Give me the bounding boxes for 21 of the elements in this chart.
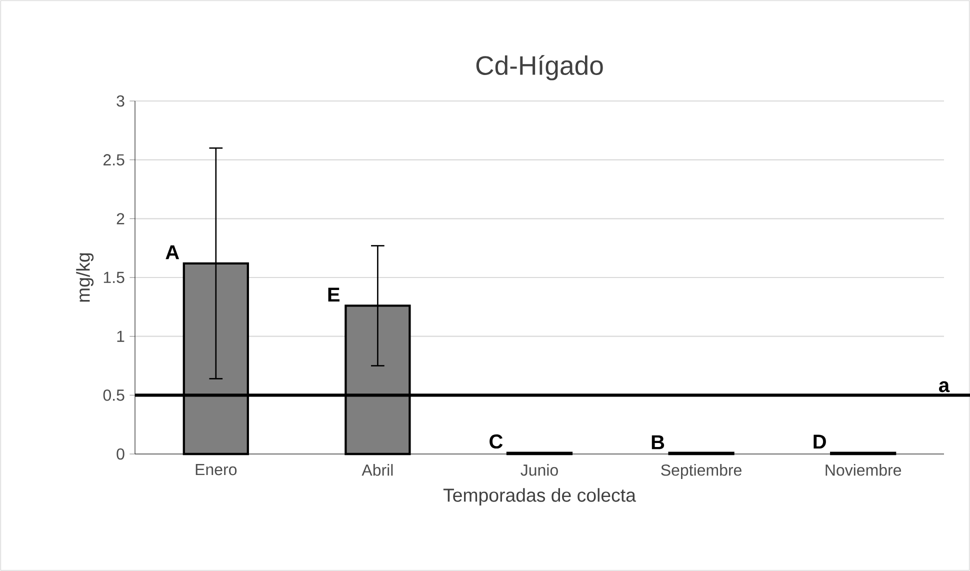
y-tick-label: 0 bbox=[116, 448, 124, 460]
x-axis-title: Temporadas de colecta bbox=[443, 488, 636, 506]
y-axis-title: mg/kg bbox=[76, 253, 94, 302]
x-tick-label: Junio bbox=[520, 464, 558, 476]
annotation: D bbox=[814, 434, 826, 449]
x-tick-label: Abril bbox=[362, 464, 393, 476]
y-tick-label: 1.5 bbox=[104, 272, 124, 284]
y-tick-label: 2 bbox=[116, 213, 124, 224]
annotation: A bbox=[166, 245, 180, 260]
x-tick-label: Septiembre bbox=[661, 464, 742, 479]
chart-title: Cd-Hígado bbox=[476, 55, 603, 80]
y-tick-label: 1 bbox=[117, 330, 124, 342]
x-tick-label: Enero bbox=[196, 464, 237, 476]
y-tick-label: 3 bbox=[116, 95, 124, 107]
annotation: E bbox=[328, 288, 340, 302]
annotation: C bbox=[490, 434, 503, 449]
x-tick-label: Noviembre bbox=[826, 464, 902, 476]
y-tick-label: 0.5 bbox=[103, 390, 124, 401]
annotation: B bbox=[652, 435, 664, 450]
y-tick-label: 2.5 bbox=[104, 154, 124, 166]
ref-line-label: a bbox=[939, 381, 950, 392]
